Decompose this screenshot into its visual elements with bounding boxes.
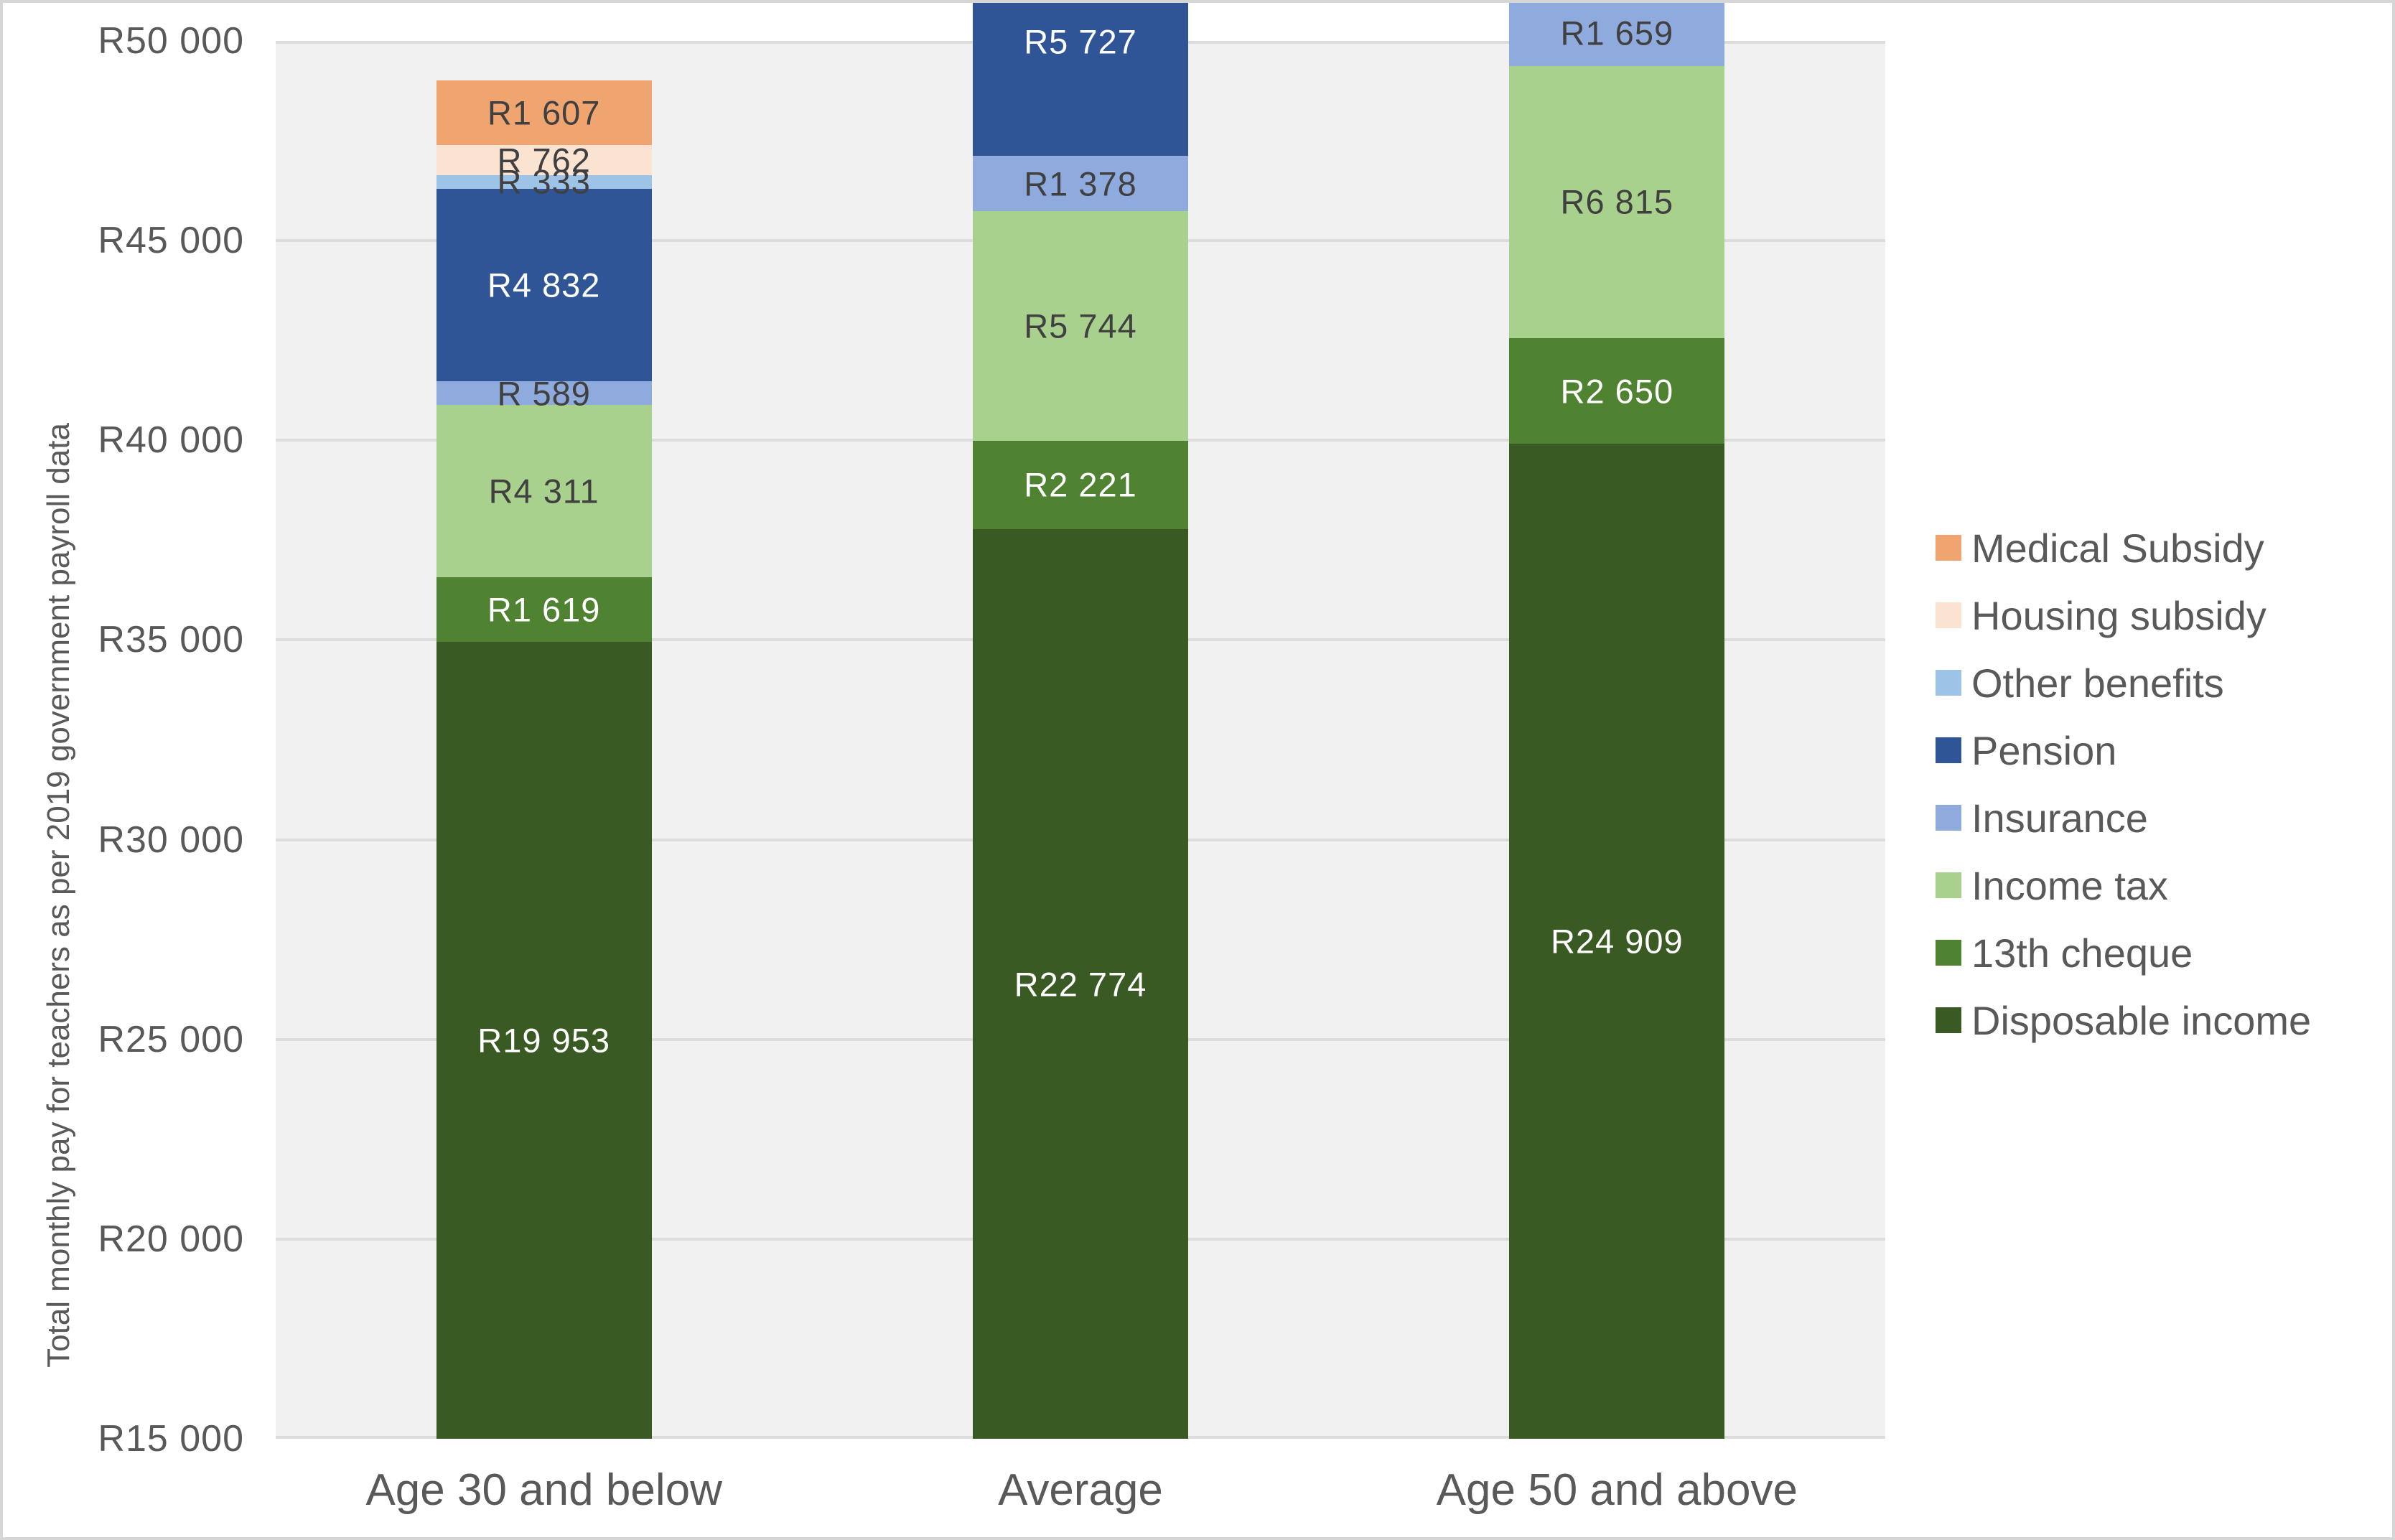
segment-other-benefits: R 333 (436, 163, 652, 201)
legend-label: Other benefits (1971, 660, 2224, 706)
segment-13th-cheque: R2 650 (1509, 337, 1725, 444)
legend-label: Income tax (1971, 862, 2168, 908)
legend-label: 13th cheque (1971, 930, 2193, 976)
segment-value-label: R1 619 (487, 590, 601, 629)
legend-item-other-benefits: Other benefits (1936, 649, 2311, 717)
legend-item-13th-cheque: 13th cheque (1936, 919, 2311, 986)
segment-disposable-income: R24 909 (1509, 444, 1725, 1439)
segment-value-label: R6 815 (1560, 182, 1674, 221)
segment-pension: R5 727 (973, 3, 1188, 157)
legend-label: Insurance (1971, 795, 2148, 841)
y-tick-label: R15 000 (98, 1418, 244, 1460)
bars: R19 953 R1 619 R4 311 R 589 R4 832 R 333 R 762… (276, 3, 1885, 1439)
legend: Medical Subsidy Housing subsidy Other bene… (1936, 514, 2311, 1054)
segment-housing-subsidy: R 762 (436, 141, 652, 179)
legend-item-housing-subsidy: Housing subsidy (1936, 582, 2311, 649)
legend-label: Housing subsidy (1971, 592, 2266, 638)
y-axis-title: Total monthly pay for teachers as per 20… (41, 423, 76, 1368)
segment-value-label: R1 607 (487, 93, 601, 132)
segment-value-label: R19 953 (477, 1021, 611, 1060)
legend-label: Medical Subsidy (1971, 525, 2264, 571)
segment-value-label: R2 650 (1560, 372, 1674, 411)
x-category-label: Average (998, 1465, 1163, 1515)
segment-pension: R4 832 (436, 188, 652, 382)
segment-13th-cheque: R1 619 (436, 577, 652, 643)
segment-value-label: R22 774 (1014, 965, 1147, 1004)
legend-swatch (1936, 940, 1961, 966)
segment-value-label: R1 378 (1024, 164, 1137, 203)
y-tick-label: R50 000 (98, 20, 244, 62)
legend-item-income-tax: Income tax (1936, 851, 2311, 919)
segment-value-label: R 589 (497, 374, 591, 413)
y-tick-label: R30 000 (98, 818, 244, 861)
legend-item-insurance: Insurance (1936, 784, 2311, 851)
legend-swatch (1936, 1007, 1961, 1033)
y-axis: R15 000 R20 000 R25 000 R30 000 R35 000 R40 0… (3, 22, 254, 1457)
legend-swatch (1936, 737, 1961, 763)
segment-value-label: R5 727 (1024, 22, 1137, 61)
segment-income-tax: R6 815 (1509, 65, 1725, 338)
segment-disposable-income: R22 774 (973, 529, 1188, 1439)
segment-insurance: R 589 (436, 374, 652, 412)
legend-swatch (1936, 602, 1961, 628)
segment-13th-cheque: R2 221 (973, 440, 1188, 530)
legend-swatch (1936, 535, 1961, 561)
x-axis: Age 30 and below Average Age 50 and above (276, 1455, 1885, 1526)
y-tick-label: R20 000 (98, 1218, 244, 1260)
legend-label: Pension (1971, 727, 2117, 773)
bar-age-30-and-below: R19 953 R1 619 R4 311 R 589 R4 832 R 333 R 762… (436, 41, 652, 1439)
segment-value-label: R4 832 (487, 266, 601, 304)
segment-insurance: R1 659 (1509, 3, 1725, 66)
y-tick-label: R45 000 (98, 220, 244, 262)
segment-value-label: R4 311 (488, 472, 599, 510)
segment-income-tax: R5 744 (973, 211, 1188, 441)
segment-medical-subsidy: R1 607 (436, 80, 652, 145)
legend-swatch (1936, 670, 1961, 696)
plot-area: R19 953 R1 619 R4 311 R 589 R4 832 R 333 R 762… (276, 3, 1885, 1439)
segment-value-label: R24 909 (1550, 922, 1684, 961)
legend-item-medical-subsidy: Medical Subsidy (1936, 514, 2311, 582)
segment-value-label: R 762 (497, 141, 591, 179)
segment-disposable-income: R19 953 (436, 642, 652, 1439)
x-category-label: Age 30 and below (365, 1465, 722, 1515)
legend-swatch (1936, 872, 1961, 898)
segment-value-label: R2 221 (1024, 465, 1137, 504)
legend-label: Disposable income (1971, 997, 2312, 1043)
segment-value-label: R 333 (497, 162, 591, 201)
segment-value-label: R5 744 (1024, 307, 1137, 345)
legend-item-disposable-income: Disposable income (1936, 986, 2311, 1054)
y-tick-label: R35 000 (98, 619, 244, 661)
segment-insurance: R1 378 (973, 156, 1188, 212)
segment-value-label: R1 659 (1560, 14, 1674, 52)
legend-item-pension: Pension (1936, 717, 2311, 784)
segment-income-tax: R4 311 (436, 405, 652, 577)
x-category-label: Age 50 and above (1436, 1465, 1798, 1515)
legend-swatch (1936, 805, 1961, 831)
y-tick-label: R25 000 (98, 1018, 244, 1060)
y-tick-label: R40 000 (98, 419, 244, 462)
